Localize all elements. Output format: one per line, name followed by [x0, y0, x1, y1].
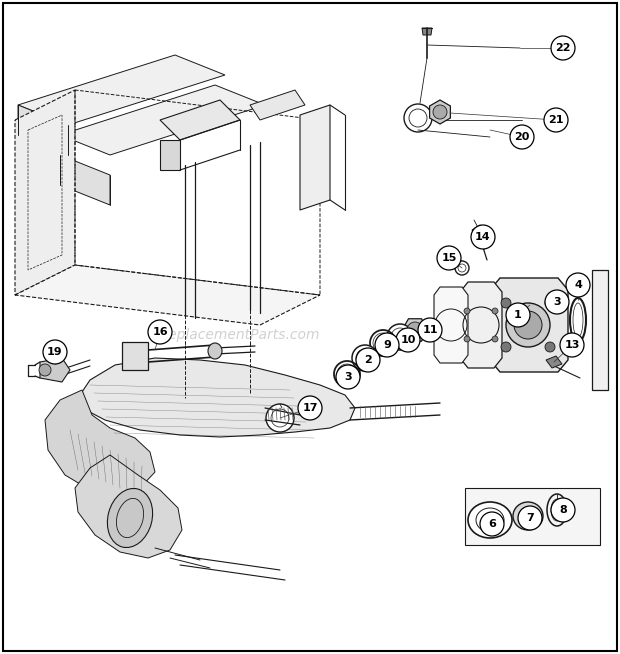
- Text: 11: 11: [422, 325, 438, 335]
- Ellipse shape: [492, 336, 498, 342]
- Text: 9: 9: [383, 340, 391, 350]
- Polygon shape: [250, 90, 305, 120]
- Circle shape: [356, 348, 380, 372]
- Polygon shape: [434, 287, 468, 363]
- Text: 16: 16: [152, 327, 168, 337]
- Text: 10: 10: [401, 335, 415, 345]
- Circle shape: [560, 333, 584, 357]
- Ellipse shape: [501, 342, 511, 352]
- Ellipse shape: [404, 104, 432, 132]
- Polygon shape: [430, 100, 450, 124]
- Text: 8: 8: [559, 505, 567, 515]
- Text: 3: 3: [553, 297, 561, 307]
- Text: 6: 6: [488, 519, 496, 529]
- Text: 1: 1: [514, 310, 522, 320]
- Text: 3: 3: [344, 372, 352, 382]
- Circle shape: [437, 246, 461, 270]
- Ellipse shape: [464, 308, 470, 314]
- Polygon shape: [402, 318, 428, 341]
- Text: 2: 2: [364, 355, 372, 365]
- Circle shape: [551, 498, 575, 522]
- Circle shape: [510, 125, 534, 149]
- Text: 21: 21: [548, 115, 564, 125]
- Polygon shape: [546, 356, 562, 368]
- Circle shape: [418, 318, 442, 342]
- Polygon shape: [45, 390, 155, 495]
- Polygon shape: [122, 342, 148, 370]
- Polygon shape: [490, 278, 568, 372]
- Polygon shape: [160, 140, 180, 170]
- Polygon shape: [60, 85, 265, 155]
- Circle shape: [375, 333, 399, 357]
- Polygon shape: [15, 90, 75, 295]
- Ellipse shape: [387, 324, 413, 350]
- Ellipse shape: [492, 308, 498, 314]
- Text: 7: 7: [526, 513, 534, 523]
- Text: 17: 17: [303, 403, 317, 413]
- Ellipse shape: [39, 364, 51, 376]
- Text: 15: 15: [441, 253, 457, 263]
- Text: 13: 13: [564, 340, 580, 350]
- Ellipse shape: [468, 502, 512, 538]
- Ellipse shape: [433, 105, 447, 119]
- Circle shape: [43, 340, 67, 364]
- Ellipse shape: [455, 261, 469, 275]
- Polygon shape: [460, 282, 502, 368]
- Ellipse shape: [352, 345, 378, 371]
- Circle shape: [545, 290, 569, 314]
- Text: 22: 22: [556, 43, 571, 53]
- Ellipse shape: [464, 336, 470, 342]
- Polygon shape: [15, 265, 320, 325]
- Ellipse shape: [513, 502, 543, 530]
- Circle shape: [480, 512, 504, 536]
- Polygon shape: [40, 358, 70, 382]
- Polygon shape: [80, 358, 355, 437]
- Polygon shape: [18, 105, 68, 155]
- Ellipse shape: [266, 404, 294, 432]
- Ellipse shape: [519, 507, 537, 525]
- Text: 20: 20: [515, 132, 529, 142]
- Ellipse shape: [506, 303, 550, 347]
- Text: 4: 4: [574, 280, 582, 290]
- Polygon shape: [422, 28, 432, 35]
- Circle shape: [396, 328, 420, 352]
- Text: 19: 19: [47, 347, 63, 357]
- Circle shape: [551, 36, 575, 60]
- Polygon shape: [592, 270, 608, 390]
- Circle shape: [518, 506, 542, 530]
- Polygon shape: [18, 55, 225, 125]
- Ellipse shape: [545, 298, 555, 308]
- Text: eReplacementParts.com: eReplacementParts.com: [150, 328, 320, 342]
- Circle shape: [566, 273, 590, 297]
- Circle shape: [298, 396, 322, 420]
- Circle shape: [544, 108, 568, 132]
- Polygon shape: [75, 455, 182, 558]
- Polygon shape: [160, 100, 240, 140]
- Circle shape: [336, 365, 360, 389]
- Ellipse shape: [514, 311, 542, 339]
- Ellipse shape: [208, 343, 222, 359]
- Circle shape: [148, 320, 172, 344]
- Circle shape: [471, 225, 495, 249]
- Ellipse shape: [501, 298, 511, 308]
- Ellipse shape: [407, 322, 423, 338]
- Ellipse shape: [107, 489, 153, 547]
- Polygon shape: [300, 105, 330, 210]
- Ellipse shape: [545, 342, 555, 352]
- Circle shape: [506, 303, 530, 327]
- Polygon shape: [472, 225, 488, 238]
- Polygon shape: [60, 155, 110, 205]
- Polygon shape: [465, 488, 600, 545]
- Text: 14: 14: [475, 232, 491, 242]
